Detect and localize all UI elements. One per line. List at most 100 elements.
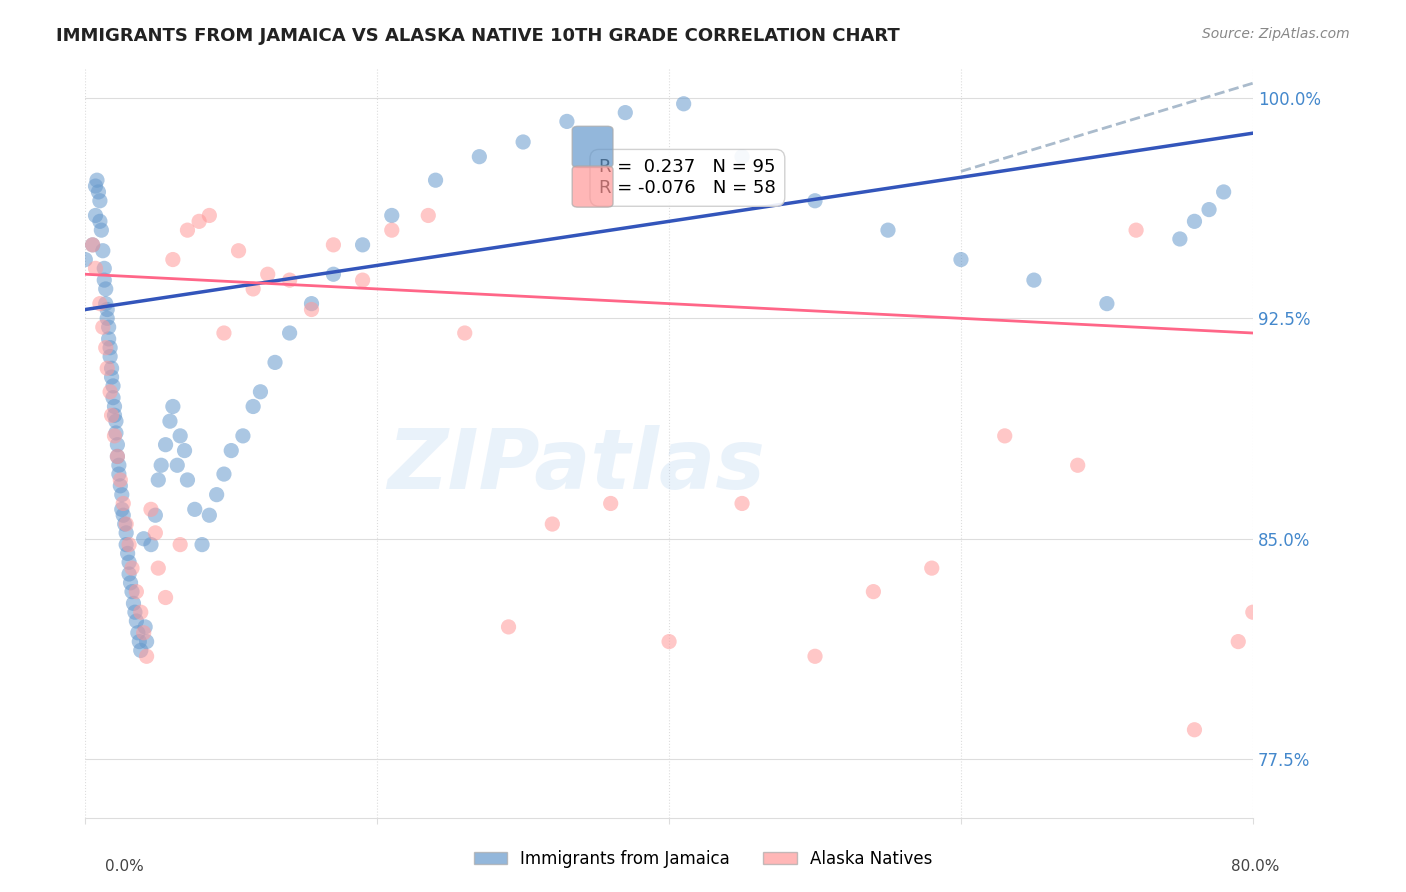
Point xyxy=(205,488,228,502)
Point xyxy=(98,384,121,399)
FancyBboxPatch shape xyxy=(572,127,613,168)
Point xyxy=(1301,546,1323,560)
Point xyxy=(90,223,112,237)
Point xyxy=(103,429,125,443)
Point xyxy=(110,473,132,487)
Point xyxy=(512,135,534,149)
Point xyxy=(176,223,198,237)
Point xyxy=(994,429,1017,443)
Point xyxy=(117,546,139,560)
Point xyxy=(162,400,184,414)
Point xyxy=(107,450,129,464)
Point xyxy=(212,467,235,481)
Point xyxy=(139,538,162,552)
Point xyxy=(862,584,884,599)
Point xyxy=(89,194,111,208)
Text: 0.0%: 0.0% xyxy=(105,859,145,874)
Point xyxy=(96,302,118,317)
Point xyxy=(84,261,107,276)
Point xyxy=(135,649,157,664)
Point xyxy=(120,575,142,590)
Text: R =  0.237   N = 95
R = -0.076   N = 58: R = 0.237 N = 95 R = -0.076 N = 58 xyxy=(599,159,776,197)
Point xyxy=(121,584,143,599)
Text: ZIPatlas: ZIPatlas xyxy=(387,425,765,506)
Point xyxy=(93,273,115,287)
Point xyxy=(176,473,198,487)
Point xyxy=(101,391,124,405)
Point xyxy=(301,302,323,317)
Point xyxy=(498,620,520,634)
Point xyxy=(125,614,148,628)
Point xyxy=(264,355,287,369)
Point xyxy=(127,625,149,640)
Point xyxy=(100,409,122,423)
Point xyxy=(115,525,138,540)
Point xyxy=(242,400,264,414)
Point xyxy=(1184,723,1206,737)
Point xyxy=(1168,232,1191,246)
Point xyxy=(139,502,162,516)
Point xyxy=(93,261,115,276)
Point xyxy=(672,96,695,111)
Point xyxy=(418,209,440,223)
Point xyxy=(162,252,184,267)
Point xyxy=(148,561,170,575)
Point xyxy=(155,591,177,605)
Point xyxy=(184,502,207,516)
Point xyxy=(111,488,134,502)
Point xyxy=(1329,516,1351,531)
Point xyxy=(132,625,155,640)
FancyBboxPatch shape xyxy=(572,166,613,207)
Point xyxy=(212,326,235,340)
Point xyxy=(256,267,278,281)
Point xyxy=(159,414,181,428)
Point xyxy=(150,458,173,473)
Point xyxy=(98,341,121,355)
Point xyxy=(143,508,166,523)
Legend: Immigrants from Jamaica, Alaska Natives: Immigrants from Jamaica, Alaska Natives xyxy=(467,844,939,875)
Point xyxy=(118,566,141,581)
Point xyxy=(804,194,827,208)
Point xyxy=(169,429,191,443)
Point xyxy=(249,384,271,399)
Point xyxy=(107,438,129,452)
Point xyxy=(121,561,143,575)
Point xyxy=(322,267,344,281)
Point xyxy=(97,332,120,346)
Point xyxy=(425,173,447,187)
Point xyxy=(75,252,97,267)
Point xyxy=(219,443,242,458)
Point xyxy=(278,273,301,287)
Point xyxy=(103,409,125,423)
Text: Source: ZipAtlas.com: Source: ZipAtlas.com xyxy=(1202,27,1350,41)
Point xyxy=(101,379,124,393)
Point xyxy=(100,361,122,376)
Point xyxy=(94,282,117,296)
Point xyxy=(86,173,108,187)
Point xyxy=(108,458,131,473)
Point xyxy=(115,516,138,531)
Point xyxy=(188,214,211,228)
Point xyxy=(658,634,681,648)
Point xyxy=(82,237,104,252)
Point xyxy=(89,214,111,228)
Point xyxy=(1212,185,1234,199)
Point xyxy=(148,473,170,487)
Point xyxy=(468,150,491,164)
Point xyxy=(191,538,214,552)
Point xyxy=(949,252,972,267)
Point xyxy=(173,443,195,458)
Point xyxy=(921,561,943,575)
Point xyxy=(82,237,104,252)
Point xyxy=(1198,202,1220,217)
Point xyxy=(112,508,135,523)
Point xyxy=(1125,223,1147,237)
Point xyxy=(124,605,146,619)
Point xyxy=(128,634,150,648)
Point xyxy=(94,341,117,355)
Point xyxy=(107,450,129,464)
Point xyxy=(122,596,145,610)
Point xyxy=(84,209,107,223)
Point xyxy=(1388,458,1406,473)
Point xyxy=(143,525,166,540)
